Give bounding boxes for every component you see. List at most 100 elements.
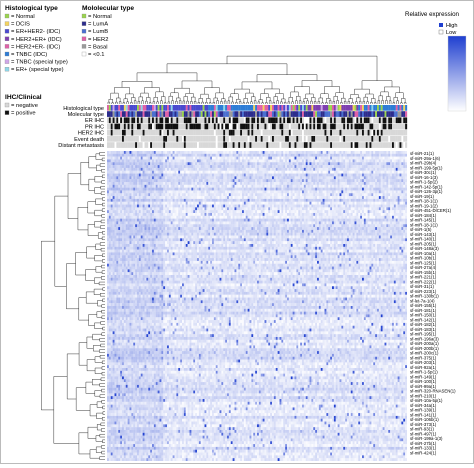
- heatmap-cell: [116, 207, 119, 211]
- track-cell-molecular: [176, 111, 179, 117]
- track-cell-molecular: [345, 111, 348, 117]
- track-cell-histological: [135, 105, 138, 111]
- heatmap-cell: [345, 210, 348, 214]
- heatmap-cell: [210, 170, 213, 174]
- heatmap-cell: [264, 159, 267, 163]
- heatmap-cell: [167, 179, 169, 183]
- heatmap-cell: [187, 153, 190, 157]
- column-dendrogram-branch: [355, 101, 358, 104]
- heatmap-cell: [230, 167, 233, 171]
- heatmap-cell: [120, 184, 123, 188]
- heatmap-cell: [302, 170, 304, 174]
- heatmap-cell: [367, 207, 370, 211]
- heatmap-cell: [120, 167, 123, 171]
- heatmap-cell: [270, 190, 273, 194]
- track-cell-clinical: [243, 129, 246, 136]
- track-cell-clinical: [303, 129, 306, 136]
- track-cell-histological: [210, 105, 213, 111]
- heatmap-cell: [268, 190, 271, 194]
- heatmap-cell: [290, 201, 293, 205]
- track-cell-clinical: [114, 129, 117, 136]
- heatmap-cell: [302, 184, 304, 188]
- heatmap-cell: [242, 187, 244, 191]
- heatmap-cell: [234, 153, 237, 157]
- heatmap-cell: [182, 176, 184, 180]
- heatmap-cell: [273, 207, 276, 211]
- heatmap-cell: [279, 187, 282, 191]
- heatmap-cell: [384, 165, 387, 169]
- heatmap-cell: [245, 151, 248, 154]
- heatmap-cell: [178, 201, 181, 205]
- heatmap-cell: [318, 176, 321, 180]
- track-cell-clinical: [272, 142, 275, 148]
- heatmap-cell: [112, 156, 115, 160]
- heatmap-cell: [294, 207, 297, 211]
- track-cell-clinical: [397, 142, 400, 148]
- heatmap-cell: [260, 162, 263, 166]
- heatmap-cell: [198, 210, 201, 214]
- track-cell-clinical: [388, 117, 391, 124]
- legend-histological-item-swatch: [4, 67, 10, 72]
- heatmap-cell: [377, 176, 379, 180]
- track-cell-molecular: [236, 111, 239, 117]
- column-dendrogram-branch: [141, 100, 144, 104]
- heatmap-cell: [341, 204, 344, 208]
- heatmap-cell: [373, 196, 376, 200]
- heatmap-cell: [198, 207, 201, 211]
- heatmap-cell: [206, 196, 209, 200]
- heatmap-cell: [133, 170, 136, 174]
- heatmap-cell: [273, 210, 276, 214]
- heatmap-cell: [232, 159, 235, 163]
- track-cell-molecular: [150, 111, 153, 117]
- track-cell-clinical: [287, 142, 290, 148]
- track-cell-clinical: [228, 117, 231, 124]
- heatmap-cell: [300, 204, 303, 208]
- heatmap-cell: [300, 196, 303, 200]
- heatmap-cell: [283, 151, 286, 154]
- track-cell-clinical: [305, 123, 308, 130]
- track-cell-clinical: [153, 123, 156, 130]
- heatmap-cell: [213, 207, 216, 211]
- heatmap-cell: [277, 170, 280, 174]
- heatmap-cell: [313, 179, 316, 183]
- heatmap-cell: [168, 196, 171, 200]
- track-cell-histological: [320, 105, 323, 111]
- heatmap-cell: [195, 179, 198, 183]
- heatmap-cell: [294, 167, 297, 171]
- heatmap-cell: [262, 179, 265, 183]
- heatmap-cell: [279, 198, 282, 202]
- heatmap-cell: [300, 167, 303, 171]
- track-cell-clinical: [277, 117, 280, 124]
- track-cell-clinical: [290, 129, 293, 136]
- track-cell-molecular: [249, 111, 252, 117]
- heatmap-cell: [257, 151, 259, 154]
- heatmap-cell: [285, 173, 288, 177]
- heatmap-cell: [122, 184, 124, 188]
- track-cell-histological: [108, 105, 111, 111]
- row-dendrogram-branch: [89, 404, 98, 417]
- heatmap-cell: [255, 153, 258, 157]
- track-cell-clinical: [369, 136, 372, 142]
- heatmap-cell: [150, 204, 153, 208]
- heatmap-cell: [225, 198, 228, 202]
- heatmap-cell: [152, 176, 154, 180]
- track-cell-histological: [266, 105, 269, 111]
- heatmap-cell: [320, 210, 323, 214]
- heatmap-cell: [333, 198, 336, 202]
- heatmap-cell: [255, 173, 258, 177]
- heatmap-cell: [234, 182, 237, 185]
- heatmap-cell: [352, 156, 355, 160]
- track-cell-histological: [317, 105, 320, 111]
- legend-molecular-item-swatch: [81, 44, 87, 49]
- heatmap-cell: [315, 193, 318, 197]
- heatmap-cell: [322, 210, 325, 214]
- heatmap-cell: [133, 184, 136, 188]
- track-cell-clinical: [302, 129, 305, 136]
- legend-histological-item-label: = TNBC (IDC): [11, 52, 47, 58]
- heatmap-cell: [285, 179, 288, 183]
- track-cell-histological: [198, 105, 201, 111]
- track-cell-clinical: [249, 117, 252, 124]
- heatmap-cell: [202, 190, 205, 194]
- track-cell-clinical: [288, 123, 291, 130]
- heatmap-cell: [298, 190, 301, 194]
